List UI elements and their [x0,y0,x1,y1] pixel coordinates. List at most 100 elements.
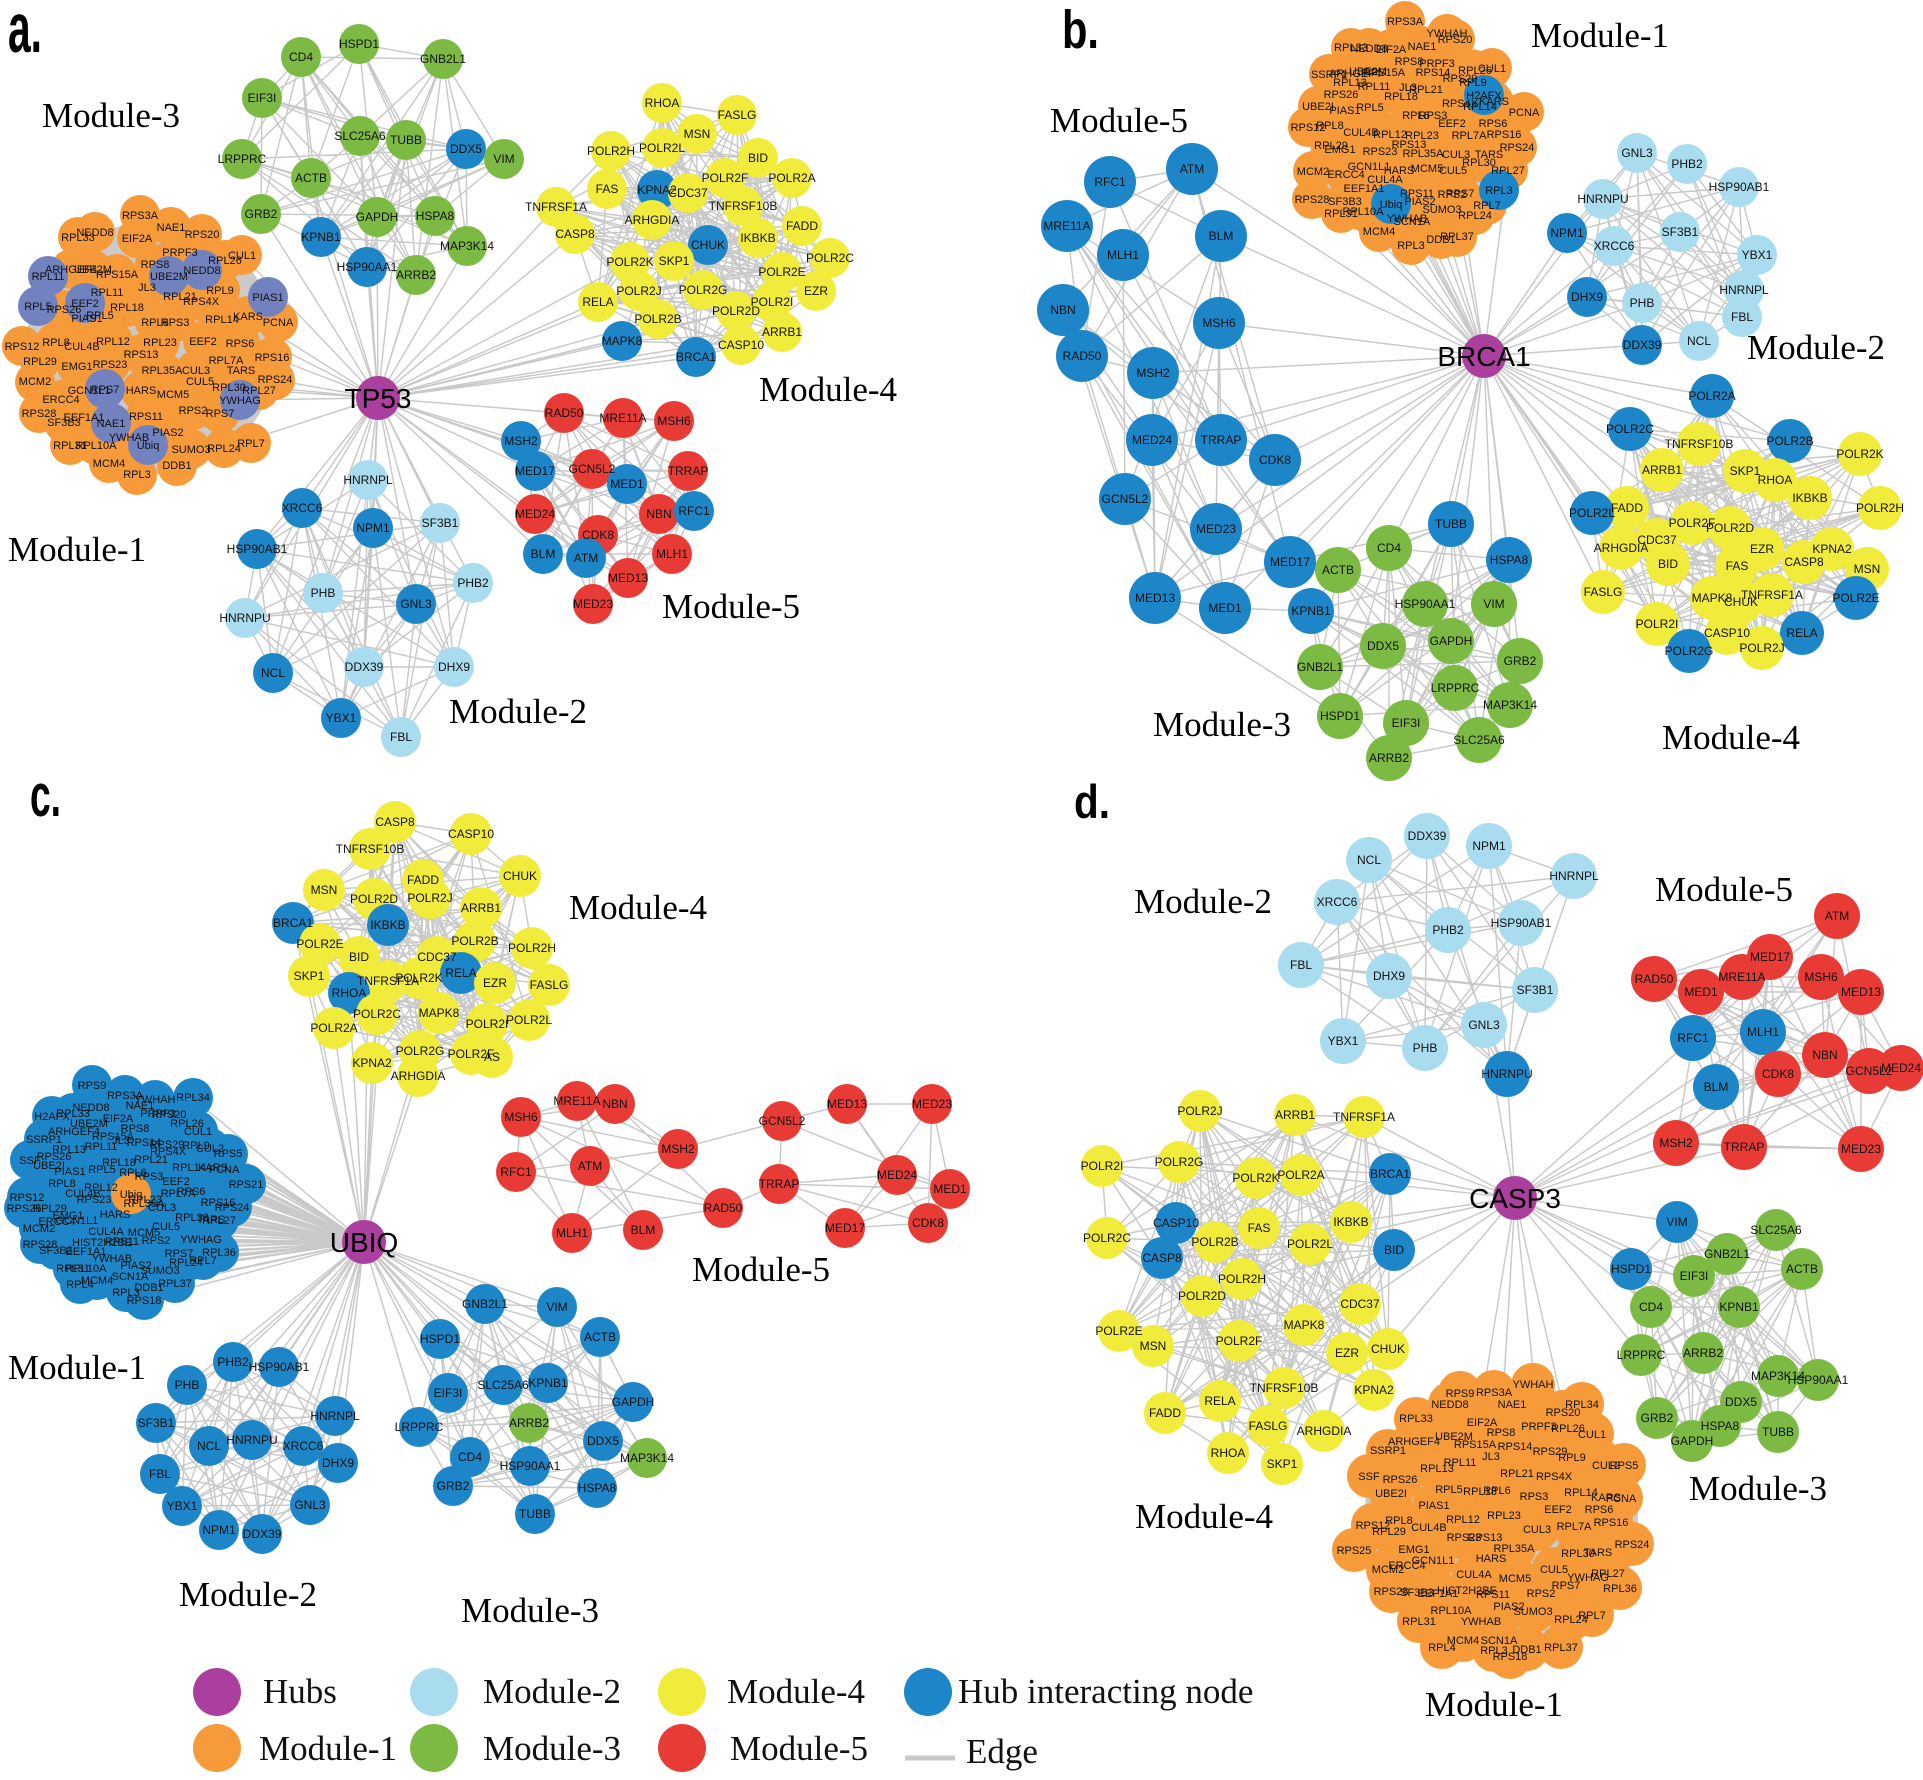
svg-text:RPS25: RPS25 [1337,1545,1372,1557]
svg-text:POLR2L: POLR2L [639,141,685,155]
svg-text:BRCA1: BRCA1 [1437,341,1530,372]
svg-text:Module-5: Module-5 [692,1250,830,1289]
svg-text:RPL7: RPL7 [237,438,265,450]
svg-text:FADD: FADD [1149,1406,1181,1420]
svg-text:LRPPRC: LRPPRC [1617,1348,1666,1362]
svg-text:MED1: MED1 [610,477,644,491]
svg-text:RPS14: RPS14 [1498,1441,1533,1453]
svg-text:TNFRSF1A: TNFRSF1A [1741,588,1803,602]
svg-text:CUL4A: CUL4A [1367,174,1403,186]
svg-text:CASP10: CASP10 [1704,626,1750,640]
svg-text:MCM2: MCM2 [1372,1564,1404,1576]
svg-text:EEF1A1: EEF1A1 [1344,183,1385,195]
svg-text:TARS: TARS [197,1214,226,1226]
svg-text:GCN1L1: GCN1L1 [68,385,111,397]
svg-text:HNRNPL: HNRNPL [310,1409,360,1423]
svg-text:RPL3: RPL3 [112,1287,140,1299]
svg-text:PHB: PHB [175,1378,200,1392]
svg-text:ARHGDIA: ARHGDIA [1594,541,1649,555]
svg-text:GNL3: GNL3 [1468,1018,1500,1032]
svg-text:RPS3: RPS3 [135,1171,164,1183]
svg-text:UBE2M: UBE2M [1349,66,1387,78]
svg-text:CHUK: CHUK [1724,595,1758,609]
svg-text:MED13: MED13 [1135,591,1175,605]
svg-text:NAE1: NAE1 [1408,41,1437,53]
svg-text:RPS29: RPS29 [1533,1446,1568,1458]
svg-text:RPS20: RPS20 [152,1109,187,1121]
svg-text:MLH1: MLH1 [1747,1025,1779,1039]
svg-text:SUMO3: SUMO3 [171,444,210,456]
svg-text:MED23: MED23 [573,597,613,611]
svg-text:ATM: ATM [574,551,598,565]
svg-text:HARS: HARS [1384,165,1415,177]
svg-text:RHOA: RHOA [1211,1446,1246,1460]
svg-text:Module-1: Module-1 [1531,16,1669,55]
svg-text:RPS9: RPS9 [78,1080,107,1092]
svg-text:PIAS1: PIAS1 [54,1166,85,1178]
svg-text:RPS29: RPS29 [1443,73,1478,85]
svg-text:RPS13: RPS13 [1468,1532,1503,1544]
svg-text:ARHGDIA: ARHGDIA [625,213,680,227]
svg-text:MSH2: MSH2 [1136,366,1170,380]
svg-text:RPL27: RPL27 [1591,1568,1625,1580]
svg-text:RPL23: RPL23 [1405,130,1439,142]
svg-text:RPS14: RPS14 [127,1137,162,1149]
svg-text:EIF3I: EIF3I [1392,716,1421,730]
svg-text:RPS13: RPS13 [124,349,159,361]
svg-text:KARS: KARS [1479,96,1509,108]
svg-text:KPNA2: KPNA2 [1812,542,1852,556]
svg-text:RPL31: RPL31 [53,440,87,452]
svg-text:Module-1: Module-1 [1425,1685,1563,1724]
svg-text:ATM: ATM [578,1159,602,1173]
svg-text:MRE11A: MRE11A [1718,970,1765,984]
svg-text:Hub interacting node: Hub interacting node [958,1672,1253,1711]
svg-text:EMG1: EMG1 [52,1210,83,1222]
svg-text:POLR2L: POLR2L [1569,506,1615,520]
svg-text:ARRB1: ARRB1 [762,325,802,339]
svg-text:SF3B3: SF3B3 [1400,1587,1434,1599]
svg-text:Module-4: Module-4 [1662,718,1800,757]
svg-text:UBE2M: UBE2M [1435,1431,1473,1443]
svg-text:RPL26: RPL26 [1458,65,1492,77]
svg-text:DDB1: DDB1 [1512,1644,1541,1656]
svg-text:KPNB1: KPNB1 [528,1376,568,1390]
svg-text:ERCC4: ERCC4 [1327,169,1364,181]
svg-text:POLR2C: POLR2C [353,1007,401,1021]
svg-text:SF3B3: SF3B3 [47,417,81,429]
svg-text:HSPA8: HSPA8 [1490,553,1529,567]
svg-text:CUL5: CUL5 [186,376,214,388]
svg-text:NEDD8: NEDD8 [1350,43,1387,55]
svg-text:a.: a. [8,0,42,67]
svg-text:YBX1: YBX1 [1328,1034,1359,1048]
svg-text:Module-4: Module-4 [759,370,897,409]
svg-text:DDB1: DDB1 [1426,234,1455,246]
svg-text:MSH6: MSH6 [504,1110,538,1124]
svg-text:KARS: KARS [198,1162,228,1174]
svg-text:MED1: MED1 [933,1182,967,1196]
svg-text:Module-4: Module-4 [727,1672,865,1711]
svg-text:YWHAG: YWHAG [219,395,261,407]
svg-text:TNFRSF10B: TNFRSF10B [1250,1381,1319,1395]
svg-text:MCM2: MCM2 [19,376,51,388]
svg-text:RPL37: RPL37 [1544,1642,1578,1654]
svg-text:RPS2: RPS2 [142,1235,171,1247]
svg-text:RPL6: RPL6 [141,317,169,329]
svg-text:RPS23: RPS23 [1363,146,1398,158]
svg-text:ACTB: ACTB [295,171,327,185]
svg-text:RPL3: RPL3 [123,469,151,481]
svg-text:FBL: FBL [149,1467,171,1481]
svg-text:RPL6: RPL6 [1483,1485,1511,1497]
svg-text:CUL4B: CUL4B [1343,127,1378,139]
svg-text:TRRAP: TRRAP [668,464,709,478]
svg-text:POLR2F: POLR2F [448,1047,495,1061]
svg-text:PHB2: PHB2 [457,576,489,590]
svg-text:HNRNPL: HNRNPL [1549,869,1599,883]
svg-text:RPS28: RPS28 [23,1239,58,1251]
svg-text:RPS3A: RPS3A [122,210,159,222]
svg-text:ARHGEF4: ARHGEF4 [1329,68,1381,80]
svg-text:RPL35A: RPL35A [124,1198,166,1210]
svg-text:TNFRSF1A: TNFRSF1A [357,974,419,988]
svg-text:HSP90AA1: HSP90AA1 [1395,597,1456,611]
svg-text:RPS20: RPS20 [185,229,220,241]
svg-text:LRPPRC: LRPPRC [218,152,267,166]
